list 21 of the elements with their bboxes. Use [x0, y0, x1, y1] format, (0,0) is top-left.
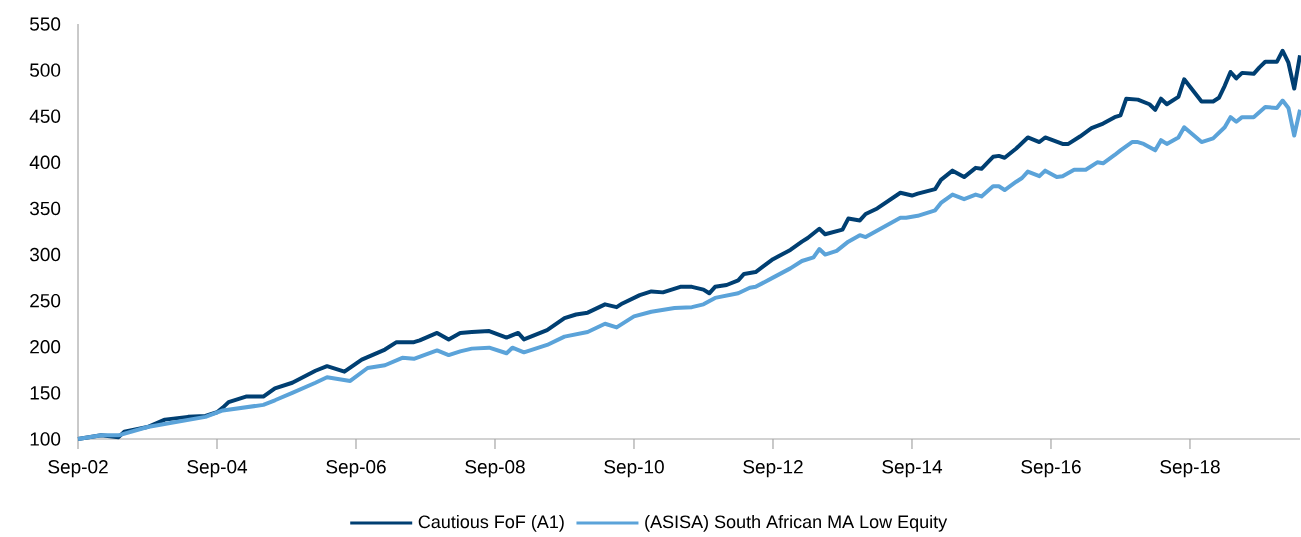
- y-tick-label: 350: [29, 201, 61, 216]
- x-tick-label: Sep-02: [48, 460, 108, 478]
- legend-label: (ASISA) South African MA Low Equity: [645, 514, 948, 532]
- x-tick-label: Sep-14: [882, 460, 943, 478]
- y-tick-label: 450: [29, 109, 61, 123]
- x-tick-label: Sep-18: [1160, 460, 1220, 478]
- x-tick-label: Sep-12: [743, 460, 803, 478]
- y-tick-label: 500: [30, 63, 61, 77]
- y-tick-label: 150: [30, 386, 61, 400]
- y-tick-label: 400: [29, 155, 61, 170]
- x-tick-label: Sep-16: [1021, 460, 1081, 478]
- y-tick-label: 250: [30, 293, 61, 308]
- legend-label: Cautious FoF (A1): [418, 514, 564, 532]
- y-tick-label: 200: [30, 340, 61, 354]
- y-tick-label: 300: [29, 247, 61, 262]
- x-tick-label: Sep-08: [465, 460, 525, 478]
- x-tick-label: Sep-06: [326, 460, 386, 478]
- y-tick-label: 100: [30, 432, 61, 446]
- x-tick-label: Sep-04: [187, 460, 248, 478]
- y-tick-label: 550: [30, 17, 61, 31]
- x-tick-label: Sep-10: [604, 460, 664, 478]
